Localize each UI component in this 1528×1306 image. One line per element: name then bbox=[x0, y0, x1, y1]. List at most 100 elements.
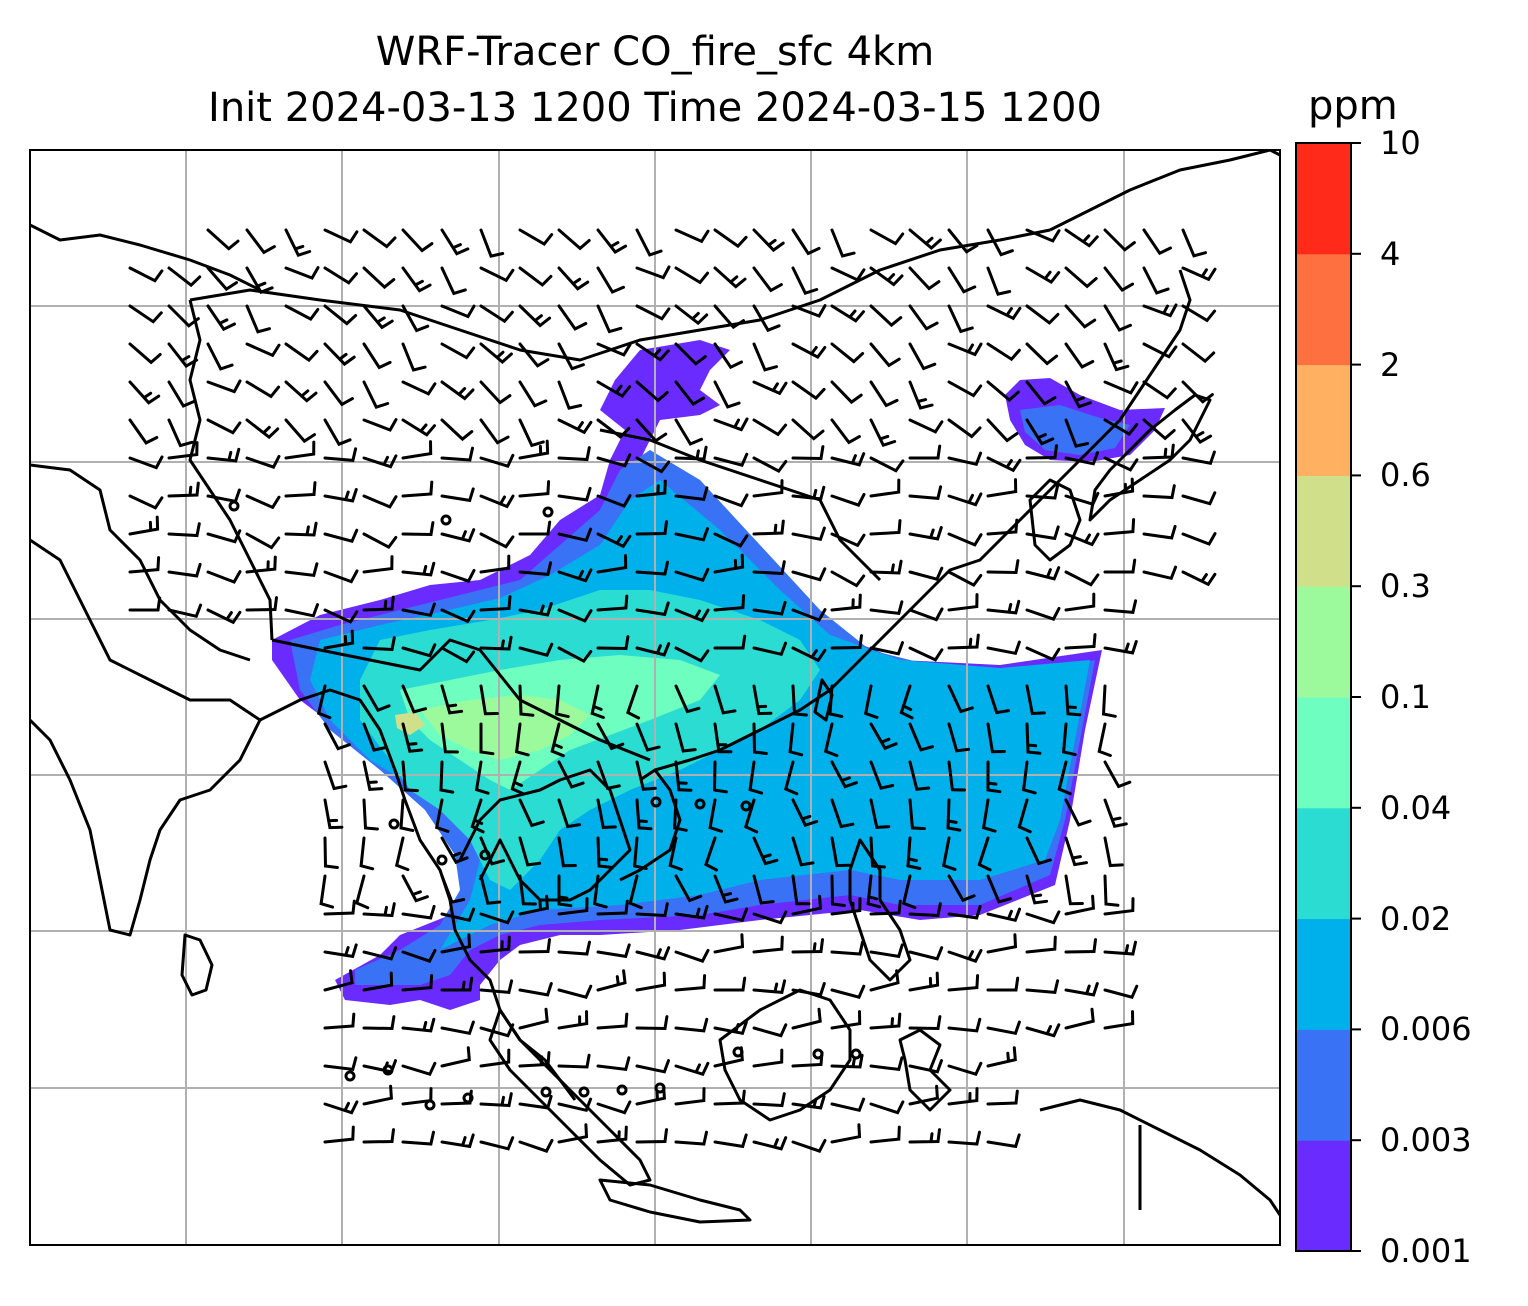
wind-barb bbox=[596, 760, 621, 791]
wind-barb bbox=[323, 418, 352, 447]
wind-barb bbox=[518, 439, 550, 460]
wind-barb bbox=[128, 342, 162, 365]
wind-barb bbox=[908, 342, 937, 371]
wind-barb bbox=[440, 608, 476, 624]
wind-barb bbox=[791, 894, 822, 916]
wind-barb bbox=[1064, 592, 1096, 612]
colorbar-tick-label: 0.6 bbox=[1380, 456, 1431, 495]
wind-barb bbox=[362, 722, 388, 752]
wind-barb bbox=[323, 266, 358, 285]
wind-barb bbox=[752, 304, 781, 333]
wind-barb bbox=[830, 760, 858, 789]
wind-barb bbox=[401, 874, 429, 903]
wind-barb bbox=[557, 897, 589, 916]
wind-barb bbox=[323, 569, 359, 584]
wind-barb bbox=[713, 228, 748, 249]
wind-barb bbox=[830, 418, 861, 445]
wind-barb bbox=[362, 798, 379, 831]
wind-barb bbox=[167, 562, 202, 578]
wind-barb bbox=[752, 560, 786, 576]
wind-barb bbox=[479, 1048, 511, 1068]
wind-barb bbox=[440, 684, 464, 715]
wind-barb bbox=[713, 532, 749, 548]
wind-barb bbox=[518, 561, 553, 577]
wind-barb bbox=[901, 874, 917, 910]
wind-barb bbox=[713, 417, 749, 432]
wind-barb bbox=[596, 532, 632, 549]
wind-barb bbox=[869, 1125, 901, 1144]
wind-barb bbox=[596, 943, 631, 959]
wind-barb bbox=[947, 948, 983, 963]
wind-barb bbox=[947, 1017, 982, 1033]
wind-barb bbox=[908, 1128, 941, 1144]
wind-barb bbox=[479, 979, 514, 995]
wind-barb bbox=[947, 1061, 983, 1077]
wind-barb bbox=[863, 684, 879, 719]
sri-lanka bbox=[180, 933, 214, 997]
wind-barb bbox=[479, 453, 515, 469]
wind-barb bbox=[635, 265, 671, 280]
wind-barb bbox=[284, 440, 316, 460]
wind-barb bbox=[518, 228, 554, 246]
wind-barb bbox=[908, 1059, 943, 1074]
wind-barb bbox=[1142, 443, 1175, 460]
wind-barb bbox=[596, 453, 632, 468]
wind-barb bbox=[791, 1007, 822, 1030]
wind-barb bbox=[869, 760, 895, 790]
wind-barb bbox=[674, 304, 709, 326]
wind-barb bbox=[319, 874, 335, 909]
mongolia-border bbox=[189, 228, 1051, 362]
wind-barb bbox=[635, 456, 671, 474]
wind-barb bbox=[830, 570, 866, 588]
wind-barb bbox=[440, 266, 467, 296]
colorbar-tick-label: 0.1 bbox=[1380, 678, 1431, 716]
wind-barb bbox=[1142, 418, 1176, 441]
wind-barb bbox=[1064, 633, 1097, 650]
wind-barb bbox=[674, 904, 709, 920]
wind-barb bbox=[596, 342, 632, 357]
wind-barb bbox=[791, 380, 826, 401]
colorbar-tick-label: 0.006 bbox=[1380, 1010, 1472, 1049]
wind-barb bbox=[986, 640, 1021, 656]
wind-barb bbox=[479, 635, 513, 651]
wind-barb bbox=[440, 342, 476, 360]
wind-barb bbox=[596, 228, 628, 255]
wind-barb bbox=[908, 228, 942, 250]
wind-barb bbox=[791, 608, 827, 622]
wind-barb bbox=[1025, 910, 1061, 925]
wind-barb bbox=[323, 836, 339, 869]
wind-barb bbox=[828, 684, 844, 718]
wind-barb bbox=[128, 380, 161, 405]
wind-barb bbox=[986, 380, 1020, 402]
wind-barb bbox=[713, 634, 747, 650]
wind-barb bbox=[323, 608, 359, 624]
wind-barb bbox=[830, 1097, 866, 1113]
wind-barb bbox=[869, 969, 900, 992]
wind-barb bbox=[592, 874, 608, 909]
wind-barb bbox=[1057, 760, 1072, 796]
wind-barb bbox=[518, 480, 551, 498]
wind-barb bbox=[869, 1056, 904, 1072]
wind-barb bbox=[869, 342, 901, 368]
wind-barb bbox=[674, 445, 708, 461]
wind-barb bbox=[284, 266, 320, 280]
wind-barb bbox=[791, 1094, 826, 1110]
wind-barb bbox=[596, 1056, 631, 1072]
wind-barb bbox=[128, 455, 164, 470]
wind-barb bbox=[167, 441, 199, 460]
wind-barb bbox=[440, 487, 475, 503]
wind-barb bbox=[518, 342, 550, 368]
wind-barb bbox=[1064, 798, 1092, 827]
wind-barb bbox=[986, 266, 1012, 296]
wind-barb bbox=[1025, 418, 1055, 446]
wind-barb bbox=[401, 380, 437, 396]
wind-barb bbox=[596, 1100, 632, 1115]
wind-barb bbox=[1103, 456, 1139, 472]
wind-barb bbox=[557, 380, 583, 410]
wind-barb bbox=[323, 798, 344, 830]
wind-barb bbox=[713, 874, 739, 904]
wind-barb bbox=[1025, 935, 1057, 954]
wind-barb bbox=[752, 641, 788, 657]
wind-barb bbox=[362, 418, 398, 432]
wind-barb bbox=[1025, 874, 1049, 905]
